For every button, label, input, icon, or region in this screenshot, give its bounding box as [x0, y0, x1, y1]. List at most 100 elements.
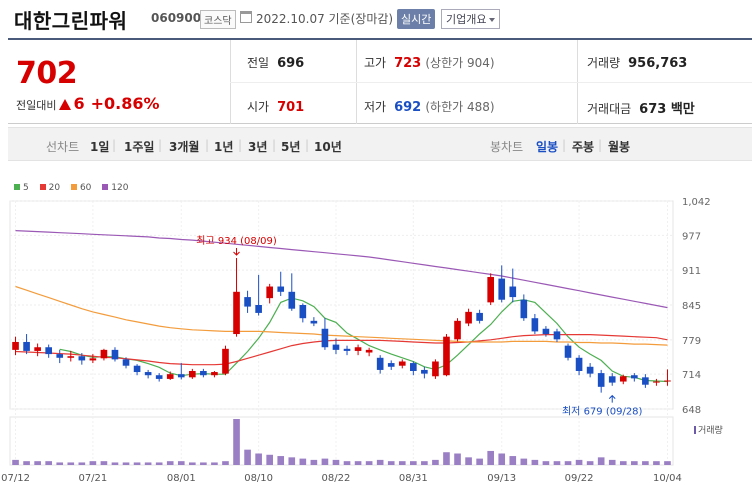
up-triangle-icon	[59, 99, 72, 110]
period-3y[interactable]: 3년	[248, 140, 268, 154]
candle-body	[487, 277, 494, 303]
volume-bar	[100, 461, 108, 465]
period-1w[interactable]: 1주일	[124, 140, 155, 154]
period-1d[interactable]: 1일	[90, 140, 110, 154]
candle-body	[321, 328, 329, 348]
volume-bar	[177, 461, 185, 465]
candle-body	[619, 376, 627, 382]
candle-body	[476, 312, 483, 321]
chevron-down-icon	[489, 18, 496, 22]
low-price: 저가 692 (하한가 488)	[364, 100, 495, 115]
legend-swatch	[70, 184, 77, 190]
y-tick-label: 714	[682, 370, 701, 381]
plot-frame	[9, 200, 674, 410]
x-tick-label: 08/31	[399, 473, 428, 484]
open-price: 시가 701	[247, 100, 305, 115]
ma-line-120	[15, 230, 668, 309]
volume-bar	[619, 461, 627, 465]
candle-body	[244, 297, 251, 307]
candle-body	[211, 372, 218, 376]
volume-bar	[354, 461, 362, 465]
period-3m[interactable]: 3개월	[169, 140, 200, 154]
candle-body	[12, 341, 19, 350]
separator: |	[158, 138, 163, 152]
candle-body	[56, 354, 64, 358]
separator: |	[305, 138, 310, 152]
separator: |	[598, 138, 603, 152]
candle-body	[531, 318, 539, 332]
candle-body	[631, 375, 638, 379]
candle-weekly[interactable]: 주봉	[572, 140, 595, 154]
candle-body	[255, 305, 262, 313]
volume-bar	[133, 462, 141, 465]
volume-bar	[155, 462, 163, 465]
legend-item: 20	[39, 183, 60, 193]
volume-bar	[122, 462, 130, 465]
candle-body	[365, 349, 373, 353]
x-tick-label: 10/04	[653, 473, 682, 484]
line-chart-label: 선차트	[46, 140, 80, 154]
low-arrow	[608, 394, 616, 403]
candle-body	[642, 377, 649, 385]
volume-bar	[608, 459, 616, 465]
high-arrow	[233, 248, 240, 256]
x-tick-label: 08/22	[322, 473, 351, 484]
candle-body	[653, 381, 660, 383]
volume-bar	[255, 453, 262, 465]
candle-monthly[interactable]: 월봉	[608, 140, 631, 154]
x-tick-label: 09/13	[487, 473, 516, 484]
volume-bar	[111, 462, 119, 465]
candle-body	[45, 347, 52, 355]
candle-body	[354, 347, 362, 351]
period-1y[interactable]: 1년	[214, 140, 234, 154]
candle-body	[100, 349, 108, 359]
volume-bar	[277, 456, 285, 465]
price-chart[interactable]: 1,042 977 911 845 779 714 648 07/12 07/21 08/01 08…	[0, 195, 752, 487]
volume-bar	[509, 456, 517, 465]
chart-svg: 1,042 977 911 845 779 714 648 07/12 07/21 08/01 08…	[1, 197, 723, 484]
volume-bar	[597, 457, 605, 465]
date-text: 2022.10.07 기준(장마감)	[256, 12, 394, 26]
volume-bar	[631, 461, 638, 465]
volume-bar	[398, 461, 406, 465]
volume-bar	[410, 461, 417, 465]
legend-swatch	[39, 184, 46, 190]
current-price: 702	[16, 56, 78, 91]
candle-daily[interactable]: 일봉	[536, 140, 559, 154]
volume-legend-swatch	[694, 426, 696, 434]
candle-body	[564, 345, 572, 358]
volume: 거래량 956,763	[587, 56, 688, 71]
y-tick-label: 779	[682, 336, 701, 347]
volume-bar	[575, 459, 583, 465]
candle-body	[586, 366, 594, 374]
volume-bar	[200, 462, 207, 465]
volume-bar	[12, 459, 19, 465]
volume-bar	[233, 419, 240, 465]
candle-body	[166, 374, 174, 379]
volume-bar	[244, 449, 251, 465]
volume-bar	[222, 461, 229, 465]
candle-body	[553, 331, 561, 340]
candle-body	[498, 278, 506, 300]
candle-body	[410, 363, 417, 371]
volume-bar	[166, 461, 174, 465]
separator: |	[562, 138, 567, 152]
y-tick-label: 977	[682, 231, 701, 242]
volume-bar	[56, 462, 64, 465]
candle-body	[23, 341, 30, 351]
separator: |	[238, 138, 243, 152]
volume-bar	[564, 461, 572, 465]
y-tick-label: 845	[682, 301, 701, 312]
x-tick-label: 08/01	[167, 473, 196, 484]
legend-item: 120	[102, 183, 128, 193]
y-tick-label: 1,042	[682, 197, 711, 208]
period-10y[interactable]: 10년	[314, 140, 342, 154]
legend-item: 5	[14, 183, 29, 193]
company-overview-button[interactable]: 기업개요	[441, 9, 501, 29]
stock-name: 대한그린파워	[14, 9, 128, 33]
volume-bar	[78, 462, 86, 465]
realtime-button[interactable]: 실시간	[397, 9, 436, 29]
candle-body	[575, 357, 583, 371]
period-5y[interactable]: 5년	[281, 140, 301, 154]
volume-bar	[487, 450, 494, 465]
